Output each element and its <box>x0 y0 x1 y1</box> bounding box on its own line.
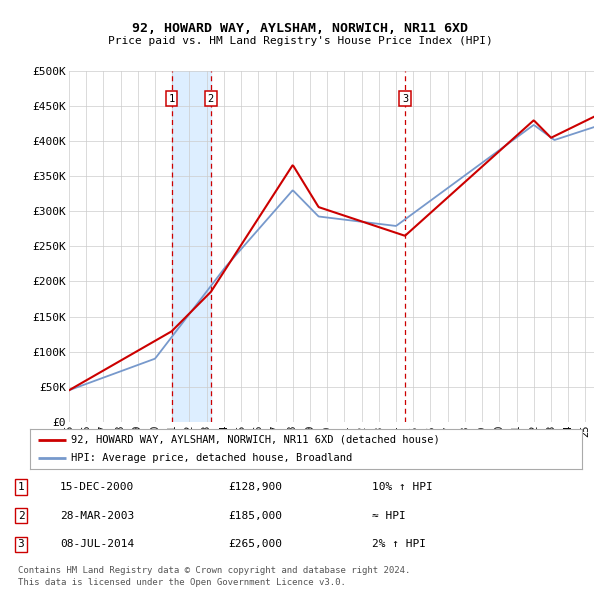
Text: 2: 2 <box>208 94 214 104</box>
Text: 3: 3 <box>402 94 408 104</box>
Text: 10% ↑ HPI: 10% ↑ HPI <box>372 482 433 492</box>
Text: 1: 1 <box>169 94 175 104</box>
Text: £128,900: £128,900 <box>228 482 282 492</box>
Text: This data is licensed under the Open Government Licence v3.0.: This data is licensed under the Open Gov… <box>18 578 346 587</box>
Text: ≈ HPI: ≈ HPI <box>372 511 406 521</box>
Text: 92, HOWARD WAY, AYLSHAM, NORWICH, NR11 6XD: 92, HOWARD WAY, AYLSHAM, NORWICH, NR11 6… <box>132 22 468 35</box>
Text: 15-DEC-2000: 15-DEC-2000 <box>60 482 134 492</box>
Text: 08-JUL-2014: 08-JUL-2014 <box>60 539 134 549</box>
Text: 2: 2 <box>17 511 25 521</box>
Text: 1: 1 <box>17 482 25 492</box>
Text: £265,000: £265,000 <box>228 539 282 549</box>
Text: 2% ↑ HPI: 2% ↑ HPI <box>372 539 426 549</box>
Text: Contains HM Land Registry data © Crown copyright and database right 2024.: Contains HM Land Registry data © Crown c… <box>18 566 410 575</box>
Bar <box>172 71 211 422</box>
Text: 3: 3 <box>17 539 25 549</box>
Text: Price paid vs. HM Land Registry's House Price Index (HPI): Price paid vs. HM Land Registry's House … <box>107 36 493 46</box>
Text: 28-MAR-2003: 28-MAR-2003 <box>60 511 134 521</box>
Text: HPI: Average price, detached house, Broadland: HPI: Average price, detached house, Broa… <box>71 453 353 463</box>
Text: £185,000: £185,000 <box>228 511 282 521</box>
Text: 92, HOWARD WAY, AYLSHAM, NORWICH, NR11 6XD (detached house): 92, HOWARD WAY, AYLSHAM, NORWICH, NR11 6… <box>71 435 440 445</box>
